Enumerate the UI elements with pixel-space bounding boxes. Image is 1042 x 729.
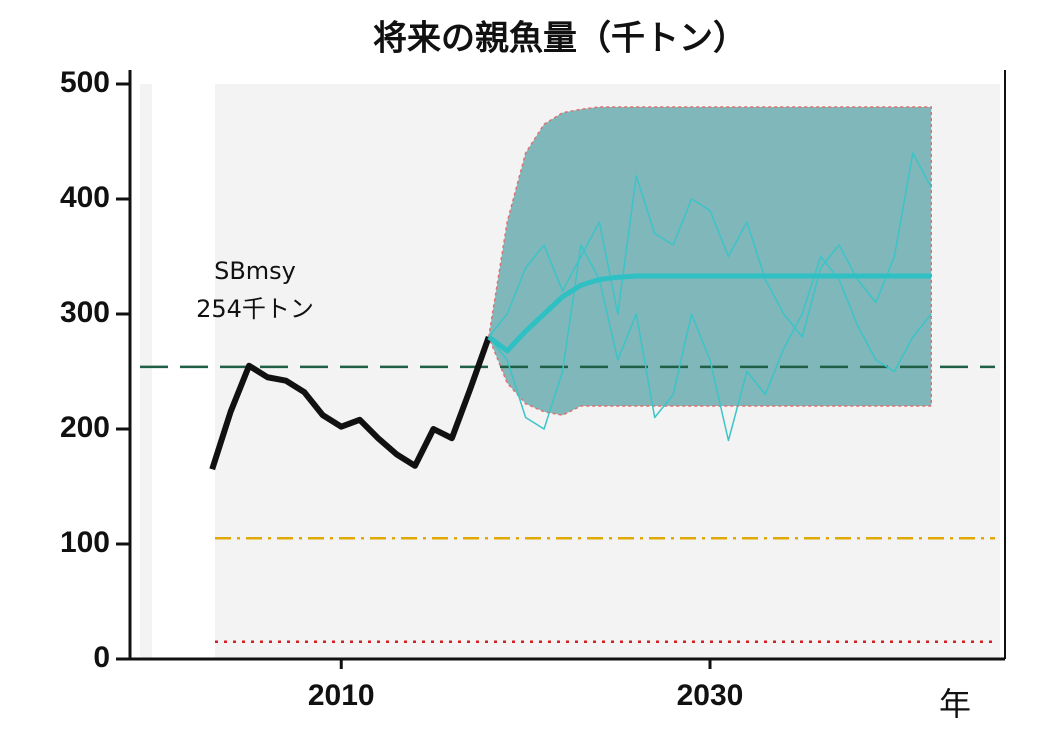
- y-tick-label: 300: [60, 296, 110, 329]
- x-tick-label: 2030: [677, 679, 744, 712]
- y-tick-label: 0: [93, 641, 110, 674]
- series-line: [488, 244, 932, 442]
- y-tick-label: 200: [60, 411, 110, 444]
- x-tick-label: 2010: [308, 679, 375, 712]
- x-axis-label: 年: [939, 685, 971, 723]
- confidence-band: [487, 106, 932, 416]
- y-tick-label: 500: [60, 66, 110, 99]
- series-line: [209, 335, 492, 471]
- chart-title: 将来の親魚量（千トン）: [373, 19, 747, 59]
- annotation: 254千トン: [196, 295, 314, 323]
- y-tick-label: 100: [60, 526, 110, 559]
- y-tick-label: 400: [60, 181, 110, 214]
- plot-background: [140, 84, 152, 659]
- annotation: SBmsy: [214, 257, 296, 285]
- series-line: [488, 152, 932, 338]
- series-line: [487, 273, 932, 354]
